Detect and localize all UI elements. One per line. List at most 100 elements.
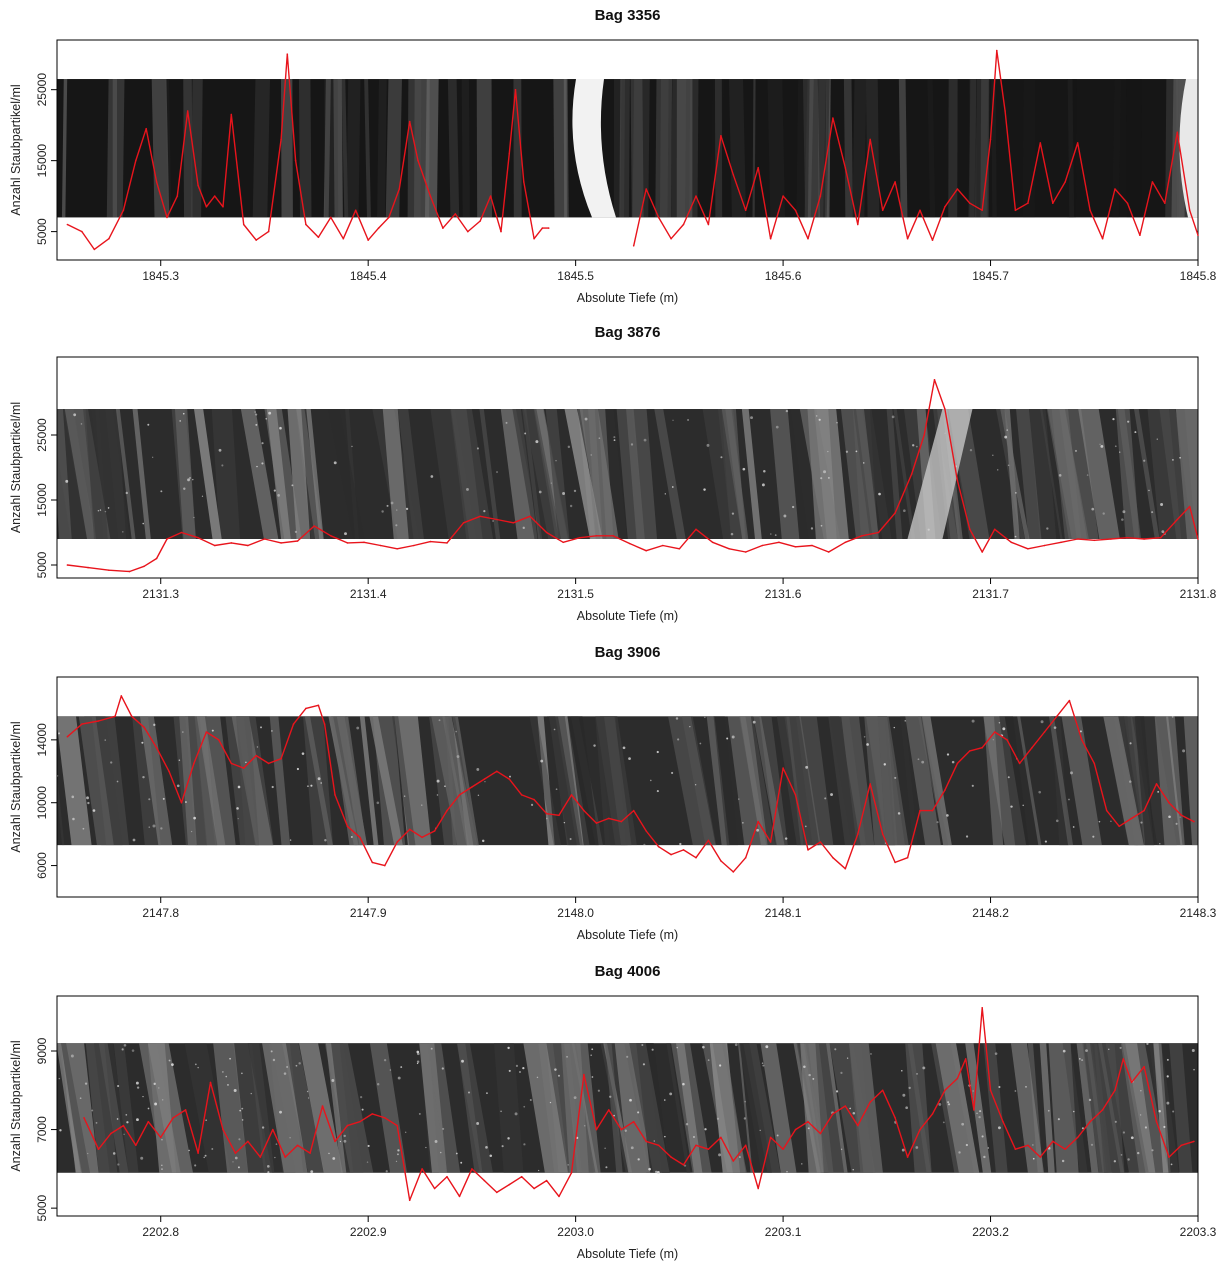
core-streak	[630, 79, 644, 218]
data-point	[1089, 209, 1091, 212]
core-speckle	[1182, 749, 1186, 753]
core-streak	[799, 409, 841, 539]
core-speckle	[117, 1084, 120, 1088]
core-streak	[1039, 1043, 1055, 1173]
core-speckle	[852, 1112, 856, 1115]
data-point	[272, 1128, 274, 1131]
data-point	[628, 542, 631, 545]
core-speckle	[73, 413, 77, 417]
core-streak	[935, 1043, 980, 1173]
core-speckle	[1102, 512, 1105, 515]
core-streak	[1017, 716, 1042, 846]
core-streak	[455, 716, 479, 846]
core-speckle	[142, 522, 145, 525]
data-point	[819, 841, 822, 843]
core-speckle	[1139, 1114, 1142, 1116]
core-streak	[713, 716, 738, 846]
data-point	[695, 528, 697, 531]
core-speckle	[664, 493, 666, 495]
data-point	[906, 237, 909, 240]
data-point	[143, 726, 145, 729]
core-speckle	[254, 411, 256, 413]
core-speckle	[1168, 815, 1171, 819]
core-speckle	[395, 524, 398, 527]
data-point	[1180, 1144, 1183, 1147]
core-speckle	[117, 1163, 120, 1166]
core-streak	[329, 1043, 354, 1173]
core-speckle	[904, 720, 906, 722]
data-point	[359, 836, 361, 839]
core-speckle	[555, 460, 557, 462]
core-speckle	[1129, 742, 1132, 745]
data-point	[66, 223, 69, 226]
data-point	[707, 223, 710, 226]
data-point	[1110, 538, 1112, 540]
core-speckle	[507, 1137, 510, 1140]
core-speckle	[738, 1156, 741, 1158]
core-speckle	[397, 1076, 401, 1080]
core-speckle	[307, 785, 309, 787]
core-speckle	[1172, 459, 1174, 461]
core-speckle	[116, 1118, 119, 1120]
core-streak	[1153, 1043, 1169, 1173]
data-point	[645, 188, 647, 190]
core-speckle	[467, 1091, 471, 1094]
x-tick-label: 1845.5	[557, 269, 594, 283]
core-speckle	[824, 797, 827, 800]
core-speckle	[671, 771, 674, 775]
data-point	[1139, 234, 1141, 236]
y-tick-label: 5000	[35, 1194, 49, 1221]
core-speckle	[849, 1107, 851, 1110]
x-tick-label: 2148.2	[972, 906, 1009, 920]
core-speckle	[916, 1073, 918, 1075]
core-speckle	[951, 760, 955, 764]
core-streak	[737, 1043, 753, 1173]
core-speckle	[704, 716, 706, 719]
core-speckle	[58, 1077, 61, 1080]
core-speckle	[439, 1151, 442, 1154]
data-point	[682, 223, 685, 226]
data-point	[1126, 536, 1129, 539]
data-point	[1101, 1109, 1104, 1111]
data-point	[570, 794, 573, 796]
core-speckle	[994, 1052, 998, 1055]
data-point	[1043, 731, 1046, 733]
core-streak	[1051, 716, 1069, 846]
x-tick-label: 2147.9	[350, 906, 387, 920]
core-speckle	[238, 1138, 241, 1141]
core-streak	[655, 79, 669, 218]
core-speckle	[1092, 835, 1095, 838]
core-streak	[240, 409, 279, 539]
core-speckle	[1040, 720, 1044, 724]
core-speckle	[236, 807, 239, 810]
data-point	[193, 762, 195, 765]
core-streak	[196, 716, 226, 846]
data-point	[1010, 541, 1013, 544]
core-speckle	[862, 462, 865, 464]
data-point	[869, 783, 871, 785]
core-speckle	[649, 779, 652, 782]
core-speckle	[699, 742, 702, 745]
core-speckle	[456, 755, 460, 759]
core-speckle	[225, 1075, 228, 1078]
data-point	[143, 565, 145, 568]
data-point	[429, 195, 432, 197]
core-speckle	[376, 1083, 380, 1086]
core-speckle	[296, 767, 300, 771]
data-point	[670, 237, 672, 240]
core-streak	[1016, 409, 1042, 539]
core-speckle	[1014, 535, 1017, 538]
core-speckle	[1193, 1068, 1195, 1071]
data-point	[317, 704, 320, 707]
core-speckle	[1112, 418, 1115, 421]
core-speckle	[82, 827, 85, 830]
data-point	[155, 746, 158, 749]
core-speckle	[738, 798, 740, 800]
core-speckle	[573, 489, 577, 493]
data-point	[1143, 538, 1145, 540]
core-streak	[346, 79, 361, 218]
core-speckle	[840, 1148, 843, 1150]
data-point	[1126, 202, 1129, 204]
core-speckle	[836, 422, 838, 424]
core-speckle	[161, 1164, 163, 1166]
